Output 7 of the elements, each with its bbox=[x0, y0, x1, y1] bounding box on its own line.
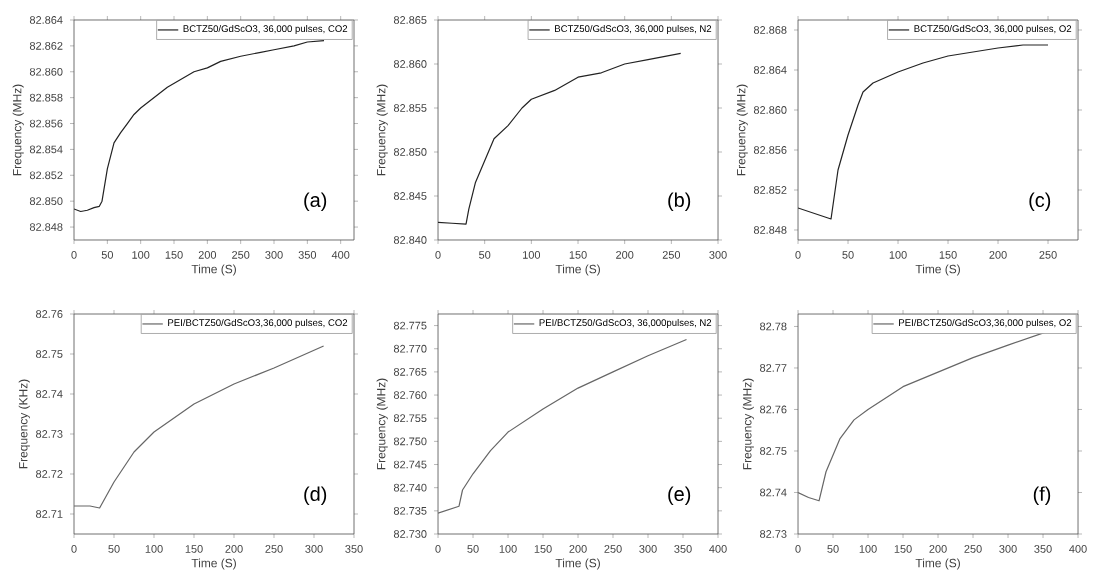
annotation: (d) bbox=[304, 486, 327, 505]
annotation: (b) bbox=[668, 192, 691, 211]
line-series bbox=[438, 338, 688, 514]
annotation: (f) bbox=[1033, 486, 1051, 505]
annotation: (e) bbox=[668, 486, 691, 505]
annotation: (c) bbox=[1029, 192, 1051, 211]
annotation: (a) bbox=[304, 192, 327, 211]
